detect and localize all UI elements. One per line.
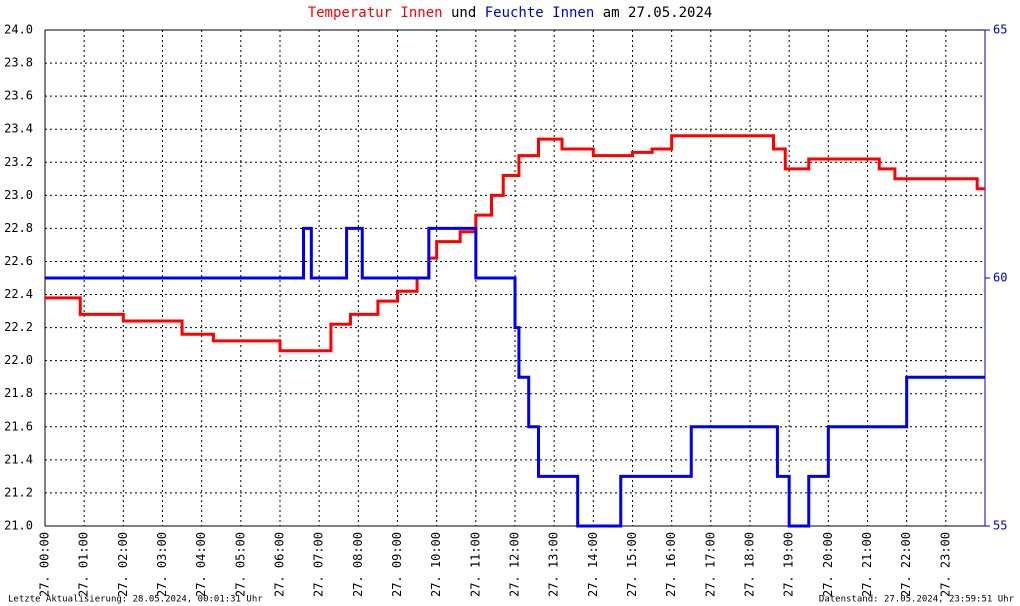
y2-tick-label: 65	[993, 23, 1007, 37]
x-tick-label: 27. 21:00	[860, 532, 874, 597]
y-tick-label: 23.4	[4, 122, 33, 136]
x-tick-label: 27. 23:00	[938, 532, 952, 597]
y2-tick-label: 55	[993, 519, 1007, 533]
x-tick-label: 27. 06:00	[273, 532, 287, 597]
title-part: Temperatur Innen	[308, 5, 443, 21]
chart-title: Temperatur Innen und Feuchte Innen am 27…	[308, 5, 713, 21]
y-tick-label: 23.8	[4, 56, 33, 70]
title-part: am 27.05.2024	[603, 5, 713, 21]
data-line	[45, 226, 985, 528]
y-tick-label: 21.8	[4, 386, 33, 400]
x-tick-label: 27. 22:00	[899, 532, 913, 597]
x-tick-label: 27. 00:00	[38, 532, 52, 597]
x-tick-label: 27. 20:00	[821, 532, 835, 597]
y2-tick-label: 60	[993, 271, 1007, 285]
x-tick-label: 27. 01:00	[77, 532, 91, 597]
x-tick-label: 27. 09:00	[390, 532, 404, 597]
x-tick-label: 27. 13:00	[547, 532, 561, 597]
footer-left: Letzte Aktualisierung: 28.05.2024, 00:01…	[8, 595, 263, 605]
x-tick-label: 27. 05:00	[233, 532, 247, 597]
y-tick-label: 24.0	[4, 23, 33, 37]
x-tick-label: 27. 16:00	[664, 532, 678, 597]
y-tick-label: 22.0	[4, 353, 33, 367]
y-tick-label: 22.2	[4, 320, 33, 334]
y-tick-label: 23.2	[4, 155, 33, 169]
x-tick-label: 27. 14:00	[586, 532, 600, 597]
x-tick-label: 27. 03:00	[155, 532, 169, 597]
x-tick-label: 27. 08:00	[351, 532, 365, 597]
y-tick-label: 23.0	[4, 188, 33, 202]
data-line	[45, 134, 985, 353]
x-tick-label: 27. 19:00	[782, 532, 796, 597]
x-tick-label: 27. 07:00	[312, 532, 326, 597]
y-tick-label: 21.4	[4, 452, 33, 466]
y-tick-label: 22.8	[4, 221, 33, 235]
y-tick-label: 21.2	[4, 485, 33, 499]
x-tick-label: 27. 18:00	[743, 532, 757, 597]
x-tick-label: 27. 17:00	[703, 532, 717, 597]
x-tick-label: 27. 12:00	[508, 532, 522, 597]
title-part: und	[451, 5, 476, 21]
x-tick-label: 27. 11:00	[468, 532, 482, 597]
x-tick-label: 27. 02:00	[116, 532, 130, 597]
x-tick-label: 27. 15:00	[625, 532, 639, 597]
title-part: Feuchte Innen	[485, 5, 595, 21]
y-tick-label: 21.6	[4, 419, 33, 433]
x-tick-label: 27. 10:00	[429, 532, 443, 597]
y-tick-label: 21.0	[4, 519, 33, 533]
y-tick-label: 22.6	[4, 254, 33, 268]
y-tick-label: 22.4	[4, 287, 33, 301]
footer-right: Datenstand: 27.05.2024, 23:59:51 Uhr	[819, 595, 1015, 605]
y-tick-label: 23.6	[4, 89, 33, 103]
x-tick-label: 27. 04:00	[194, 532, 208, 597]
